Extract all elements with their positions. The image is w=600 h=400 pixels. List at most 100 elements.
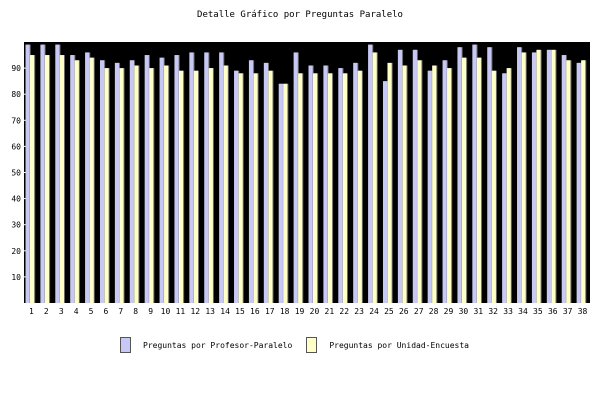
bar-unidad: [313, 73, 318, 303]
bar-unidad: [581, 60, 586, 303]
bar-profesor: [308, 65, 313, 304]
bar-profesor: [174, 55, 179, 303]
x-tick-label: 24: [369, 307, 379, 316]
bar-unidad: [59, 55, 64, 303]
x-tick-label: 37: [563, 307, 573, 316]
x-tick-label: 20: [310, 307, 320, 316]
x-tick-label: 36: [548, 307, 558, 316]
bar-unidad: [283, 83, 288, 303]
x-tick-label: 29: [444, 307, 454, 316]
x-tick-label: 9: [148, 307, 153, 316]
bar-unidad: [566, 60, 571, 303]
bar-unidad: [223, 65, 228, 304]
y-tick-label: 90: [11, 64, 21, 73]
x-tick-label: 30: [459, 307, 469, 316]
bar-unidad: [461, 57, 467, 303]
bar-profesor: [457, 47, 462, 303]
bar-profesor: [204, 52, 209, 303]
bar-unidad: [357, 70, 362, 304]
bar-profesor: [159, 57, 164, 303]
x-tick-label: 7: [118, 307, 123, 316]
x-tick-label: 25: [384, 307, 394, 316]
bar-unidad: [372, 52, 377, 303]
bar-profesor: [382, 81, 388, 304]
bar-unidad: [327, 73, 333, 303]
x-tick-label: 10: [161, 307, 171, 316]
y-tick-label: 70: [11, 116, 21, 125]
x-tick-label: 4: [74, 307, 79, 316]
x-tick-label: 1: [29, 307, 34, 316]
x-tick-label: 3: [59, 307, 64, 316]
bar-unidad: [447, 68, 452, 303]
y-tick-label: 60: [11, 142, 21, 151]
bar-profesor: [114, 62, 120, 303]
x-tick-label: 32: [488, 307, 498, 316]
legend: Preguntas por Profesor-Paralelo Pregunta…: [120, 336, 483, 354]
bar-unidad: [178, 70, 184, 304]
x-tick-label: 2: [44, 307, 49, 316]
bar-profesor: [546, 49, 552, 303]
x-tick-label: 21: [325, 307, 335, 316]
bar-profesor: [129, 60, 134, 303]
bar-profesor: [278, 83, 283, 303]
bar-unidad: [476, 57, 482, 303]
bar-unidad: [238, 73, 243, 303]
x-tick-label: 34: [518, 307, 528, 316]
x-tick-label: 17: [265, 307, 275, 316]
bar-profesor: [517, 47, 522, 303]
bar-profesor: [368, 44, 373, 304]
bar-profesor: [397, 49, 403, 303]
bar-profesor: [502, 73, 507, 303]
legend-label-profesor: Preguntas por Profesor-Paralelo: [143, 340, 293, 350]
bar-unidad: [119, 68, 124, 303]
bar-profesor: [442, 60, 447, 303]
bar-profesor: [412, 49, 417, 303]
y-tick-label: 80: [11, 90, 21, 99]
bar-unidad: [208, 68, 213, 303]
bar-profesor: [99, 60, 105, 303]
bar-unidad: [164, 65, 169, 304]
bar-unidad: [417, 60, 422, 303]
bar-unidad: [506, 68, 511, 303]
bar-profesor: [189, 52, 194, 303]
bar-profesor: [219, 52, 224, 303]
x-tick-label: 11: [176, 307, 186, 316]
x-tick-label: 14: [220, 307, 230, 316]
x-tick-label: 23: [354, 307, 364, 316]
bar-profesor: [531, 52, 537, 303]
x-tick-label: 31: [473, 307, 483, 316]
bar-profesor: [338, 68, 343, 303]
bar-unidad: [89, 57, 94, 303]
bar-unidad: [551, 49, 556, 303]
bar-unidad: [536, 49, 541, 303]
y-tick-label: 50: [11, 169, 21, 178]
bar-unidad: [134, 65, 139, 304]
x-tick-label: 12: [190, 307, 200, 316]
bar-unidad: [491, 70, 496, 304]
legend-label-unidad: Preguntas por Unidad-Encuesta: [329, 340, 469, 350]
x-tick-label: 26: [399, 307, 409, 316]
bar-profesor: [25, 44, 30, 304]
x-tick-label: 15: [235, 307, 245, 316]
bar-unidad: [268, 70, 273, 304]
bar-unidad: [253, 73, 258, 303]
y-tick-label: 20: [11, 247, 21, 256]
legend-swatch-profesor: [120, 337, 131, 353]
legend-swatch-unidad: [306, 337, 318, 353]
bar-unidad: [387, 62, 392, 303]
bar-unidad: [74, 60, 79, 303]
x-tick-label: 33: [503, 307, 513, 316]
bar-unidad: [298, 73, 303, 303]
bar-profesor: [353, 62, 358, 303]
chart-title: Detalle Gráfico por Preguntas Paralelo: [197, 10, 403, 20]
x-tick-label: 13: [205, 307, 215, 316]
x-tick-label: 22: [339, 307, 349, 316]
bar-profesor: [234, 70, 239, 304]
bar-profesor: [561, 55, 566, 303]
bar-profesor: [427, 70, 432, 304]
bar-profesor: [323, 65, 328, 304]
bar-profesor: [576, 62, 581, 303]
bar-profesor: [293, 52, 298, 303]
bar-unidad: [149, 68, 154, 303]
